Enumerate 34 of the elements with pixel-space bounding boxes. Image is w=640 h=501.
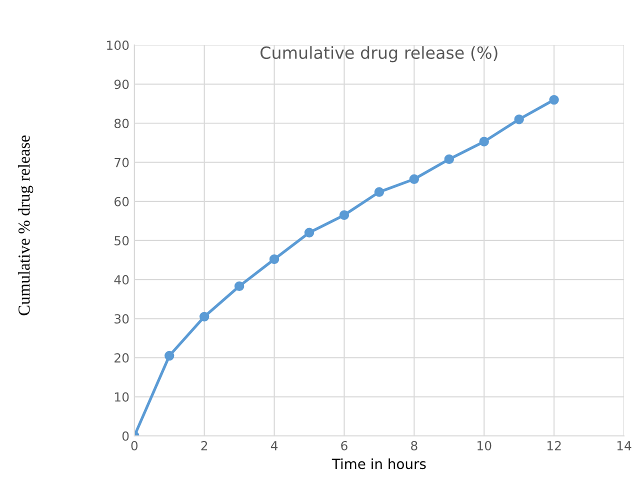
x-tick-label: 0 [131, 440, 138, 450]
y-axis-title: Cumulative % drug release [18, 136, 34, 316]
point [514, 114, 524, 124]
x-tick-label: 14 [617, 441, 632, 450]
x-tick-label: 8 [411, 440, 418, 450]
y-tick-label: 90 [114, 80, 129, 90]
x-axis-title: Time in hours [332, 458, 426, 470]
point [374, 187, 384, 197]
y-tick-label: 10 [115, 392, 129, 402]
y-tick-label: 80 [114, 118, 129, 128]
x-tick-label: 2 [201, 440, 208, 450]
point [164, 350, 174, 361]
point [444, 154, 454, 164]
y-tick-label: 30 [114, 314, 129, 324]
y-tick-label: 100 [107, 40, 129, 50]
point [269, 254, 280, 264]
point [199, 312, 210, 322]
point [549, 94, 559, 105]
point [479, 136, 489, 146]
y-tick-label: 50 [114, 236, 129, 246]
y-tick-label: 60 [114, 196, 129, 206]
x-tick-label: 6 [341, 440, 348, 450]
point [339, 210, 350, 220]
x-tick-label: 4 [270, 441, 278, 450]
y-tick-label: 0 [122, 431, 129, 441]
point [409, 174, 420, 184]
point [304, 228, 314, 238]
x-tick-label: 12 [547, 440, 561, 450]
y-tick-label: 70 [114, 158, 129, 168]
point [234, 281, 244, 292]
x-tick-label: 10 [478, 440, 492, 450]
y-tick-label: 20 [114, 353, 129, 363]
chart-title: Cumulative drug release (%) [260, 46, 498, 62]
y-tick-label: 40 [114, 275, 129, 284]
